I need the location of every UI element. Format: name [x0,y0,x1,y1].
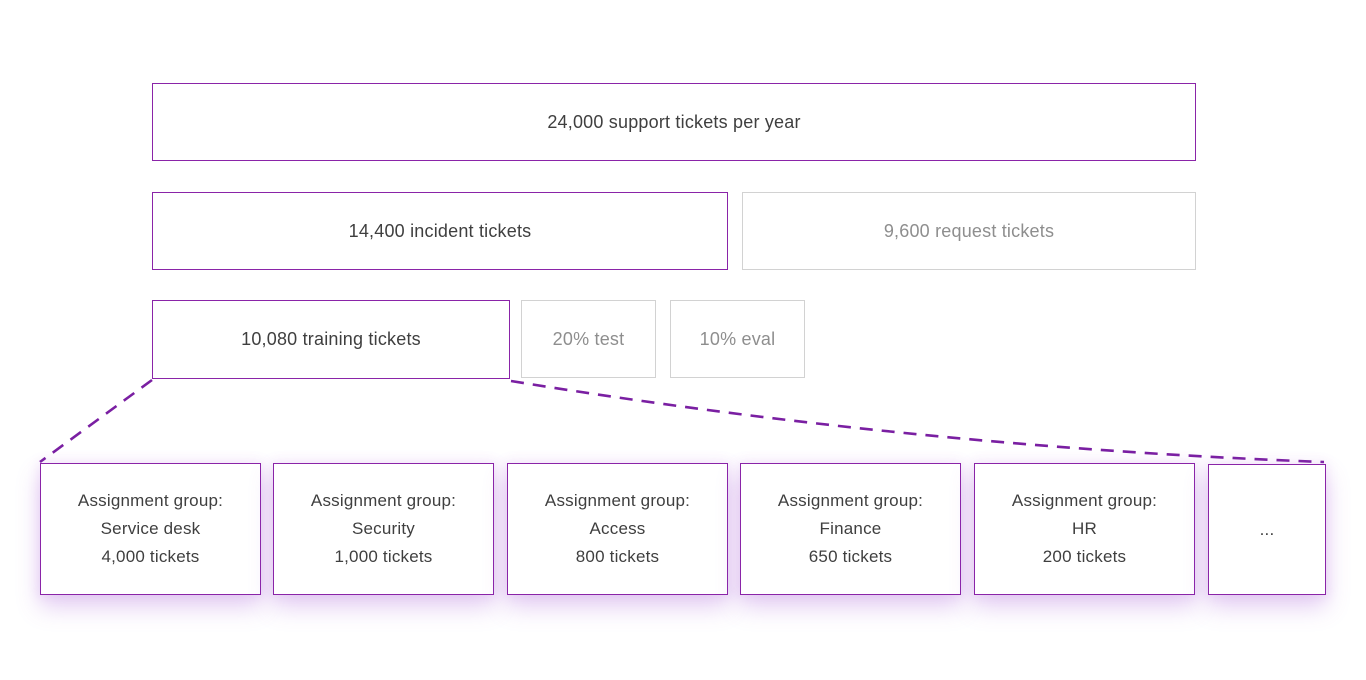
node-total-tickets: 24,000 support tickets per year [152,83,1196,161]
group-name: Access [589,519,646,538]
group-title: Assignment group: [310,491,457,510]
node-eval-split: 10% eval [670,300,805,378]
node-test-split-label: 20% test [552,328,625,349]
group-count: 4,000 tickets [101,547,200,566]
node-group-service-desk: Assignment group: Service desk 4,000 tic… [40,463,261,595]
group-count: 650 tickets [808,547,893,566]
node-group-finance: Assignment group: Finance 650 tickets [740,463,961,595]
node-group-security: Assignment group: Security 1,000 tickets [273,463,494,595]
group-count: 1,000 tickets [334,547,433,566]
group-count: 200 tickets [1042,547,1127,566]
group-count: 800 tickets [575,547,660,566]
node-incident-tickets-label: 14,400 incident tickets [348,220,532,241]
node-test-split: 20% test [521,300,656,378]
dashed-connector-right [510,379,1325,464]
node-group-more: ... [1208,464,1326,595]
group-title: Assignment group: [77,491,224,510]
group-title: Assignment group: [777,491,924,510]
node-total-tickets-label: 24,000 support tickets per year [547,111,801,132]
group-name: Security [351,519,415,538]
ellipsis-label: ... [1259,519,1275,539]
dashed-connector-left [39,378,153,464]
group-name: Service desk [100,519,201,538]
node-group-hr: Assignment group: HR 200 tickets [974,463,1195,595]
group-title: Assignment group: [1011,491,1158,510]
node-request-tickets-label: 9,600 request tickets [883,220,1055,241]
node-group-access: Assignment group: Access 800 tickets [507,463,728,595]
node-training-tickets-label: 10,080 training tickets [241,329,421,349]
node-incident-tickets: 14,400 incident tickets [152,192,728,270]
group-name: HR [1072,519,1097,538]
group-title: Assignment group: [544,491,691,510]
node-eval-split-label: 10% eval [699,328,776,349]
group-name: Finance [819,519,882,538]
node-request-tickets: 9,600 request tickets [742,192,1196,270]
node-training-tickets: 10,080 training tickets [152,300,510,379]
